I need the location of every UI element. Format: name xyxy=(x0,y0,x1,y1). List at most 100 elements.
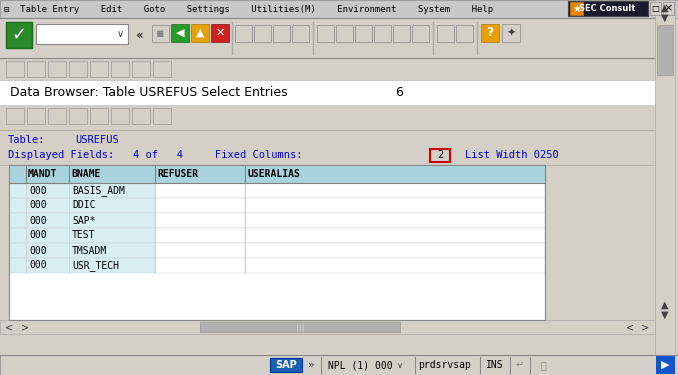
Text: SEC Consult: SEC Consult xyxy=(579,4,635,13)
Bar xyxy=(336,25,353,42)
Text: Fixed Columns:: Fixed Columns: xyxy=(215,150,302,160)
Text: ⊟  Table Entry    Edit    Goto    Settings    Utilities(M)    Environment    Sys: ⊟ Table Entry Edit Goto Settings Utiliti… xyxy=(4,4,493,13)
Bar xyxy=(155,213,245,228)
Text: 000: 000 xyxy=(29,261,47,270)
Bar xyxy=(90,108,108,124)
Text: ∨: ∨ xyxy=(117,29,123,39)
Bar xyxy=(245,213,545,228)
Text: prdsrvsap: prdsrvsap xyxy=(418,360,471,370)
Bar xyxy=(36,24,128,44)
Bar xyxy=(570,2,583,15)
Bar xyxy=(245,243,545,258)
Bar xyxy=(568,1,648,16)
Text: ✓: ✓ xyxy=(12,26,26,44)
Bar xyxy=(0,105,660,130)
Bar xyxy=(254,25,271,42)
Bar xyxy=(152,25,169,42)
Bar xyxy=(132,61,150,77)
Bar xyxy=(155,228,245,243)
Text: 000: 000 xyxy=(29,186,47,195)
Bar xyxy=(48,108,66,124)
Bar xyxy=(9,183,155,198)
Text: ▼: ▼ xyxy=(661,13,669,23)
Bar xyxy=(211,24,229,42)
Text: TMSADM: TMSADM xyxy=(72,246,107,255)
Text: USERALIAS: USERALIAS xyxy=(247,169,300,179)
Bar xyxy=(235,25,252,42)
Bar xyxy=(374,25,391,42)
Text: Table:: Table: xyxy=(8,135,45,145)
Text: ◀: ◀ xyxy=(176,28,184,38)
Text: ▲: ▲ xyxy=(661,3,669,13)
Bar xyxy=(200,322,400,332)
Bar xyxy=(155,243,245,258)
Bar xyxy=(155,183,245,198)
Bar xyxy=(132,108,150,124)
Text: ★: ★ xyxy=(572,3,581,13)
Bar xyxy=(9,258,155,273)
Bar xyxy=(191,24,209,42)
Bar xyxy=(27,61,45,77)
Bar xyxy=(393,25,410,42)
Bar xyxy=(9,165,545,320)
Bar xyxy=(292,25,309,42)
Bar xyxy=(9,213,155,228)
Text: Data Browser: Table USREFUS Select Entries: Data Browser: Table USREFUS Select Entri… xyxy=(10,87,287,99)
Text: ▲: ▲ xyxy=(196,28,204,38)
Bar xyxy=(273,25,290,42)
Bar xyxy=(650,2,661,15)
Bar xyxy=(412,25,429,42)
Text: SAP: SAP xyxy=(275,360,297,370)
Bar xyxy=(0,320,655,334)
Text: ▼: ▼ xyxy=(661,310,669,320)
Bar xyxy=(657,25,673,75)
Bar xyxy=(69,61,87,77)
Bar xyxy=(153,108,171,124)
Bar xyxy=(69,108,87,124)
Text: SAP*: SAP* xyxy=(72,216,96,225)
Bar xyxy=(245,183,545,198)
Bar xyxy=(155,258,245,273)
Text: »: » xyxy=(308,360,315,370)
Bar xyxy=(502,24,520,42)
Text: <: < xyxy=(5,322,13,332)
Text: 000: 000 xyxy=(29,246,47,255)
Bar xyxy=(0,0,678,18)
Text: BASIS_ADM: BASIS_ADM xyxy=(72,185,125,196)
Text: >: > xyxy=(641,322,649,332)
Bar xyxy=(245,228,545,243)
Bar xyxy=(456,25,473,42)
Bar xyxy=(0,130,660,165)
Text: 6: 6 xyxy=(395,87,403,99)
Text: MANDT: MANDT xyxy=(28,169,58,179)
Bar xyxy=(0,80,660,105)
Text: ?: ? xyxy=(486,27,494,39)
Bar xyxy=(6,22,32,48)
Text: BNAME: BNAME xyxy=(71,169,100,179)
Text: ▲: ▲ xyxy=(661,300,669,310)
Bar xyxy=(0,58,660,80)
Text: ↵: ↵ xyxy=(516,360,524,370)
Text: INS: INS xyxy=(486,360,504,370)
Text: >: > xyxy=(21,322,29,332)
Bar xyxy=(437,25,454,42)
Bar xyxy=(171,24,189,42)
Text: NPL (1) 000: NPL (1) 000 xyxy=(327,360,393,370)
Bar xyxy=(663,2,674,15)
Text: 🔒: 🔒 xyxy=(540,360,546,370)
Text: REFUSER: REFUSER xyxy=(157,169,198,179)
Bar xyxy=(155,198,245,213)
Text: ▪: ▪ xyxy=(156,27,165,40)
Bar xyxy=(6,108,24,124)
Text: ×: × xyxy=(664,3,673,13)
Bar xyxy=(655,0,675,375)
Text: 000: 000 xyxy=(29,216,47,225)
Bar xyxy=(0,355,678,375)
Bar xyxy=(656,356,675,374)
Text: 000: 000 xyxy=(29,231,47,240)
Text: Displayed Fields:   4 of   4: Displayed Fields: 4 of 4 xyxy=(8,150,183,160)
Bar xyxy=(111,108,129,124)
Text: USREFUS: USREFUS xyxy=(75,135,119,145)
Bar xyxy=(48,61,66,77)
Text: List Width 0250: List Width 0250 xyxy=(465,150,559,160)
